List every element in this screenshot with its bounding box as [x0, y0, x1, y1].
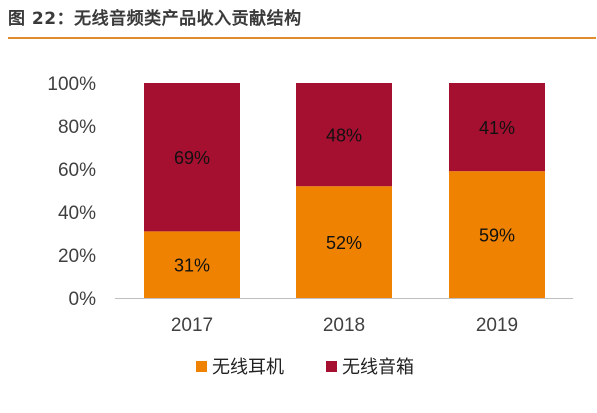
x-tick-label: 2018: [323, 315, 365, 336]
data-label: 69%: [174, 148, 210, 168]
y-tick-label: 40%: [58, 203, 96, 224]
bar-segment-2017-earphones: [144, 231, 240, 298]
legend-swatch: [326, 361, 337, 372]
legend-swatch: [196, 361, 207, 372]
bar-segment-2019-speakers: [449, 83, 545, 172]
data-label: 41%: [479, 118, 515, 138]
bar-segment-2018-earphones: [296, 186, 392, 298]
y-tick-label: 20%: [58, 246, 96, 267]
chart-title: 图 22：无线音频类产品收入贡献结构: [8, 9, 302, 29]
legend-label: 无线音箱: [342, 357, 414, 378]
legend-label: 无线耳机: [212, 357, 284, 378]
y-tick-label: 100%: [47, 74, 96, 95]
x-tick-label: 2019: [476, 315, 518, 336]
y-tick-label: 0%: [69, 289, 97, 310]
x-tick-label: 2017: [171, 315, 213, 336]
y-tick-label: 60%: [58, 160, 96, 181]
data-label: 52%: [326, 233, 362, 253]
y-tick-label: 80%: [58, 117, 96, 138]
bar-segment-2019-earphones: [449, 171, 545, 298]
data-label: 48%: [326, 126, 362, 146]
data-label: 31%: [174, 256, 210, 276]
data-label: 59%: [479, 226, 515, 246]
bar-segment-2018-speakers: [296, 83, 392, 187]
title-divider: [8, 37, 596, 39]
bar-segment-2017-speakers: [144, 83, 240, 232]
